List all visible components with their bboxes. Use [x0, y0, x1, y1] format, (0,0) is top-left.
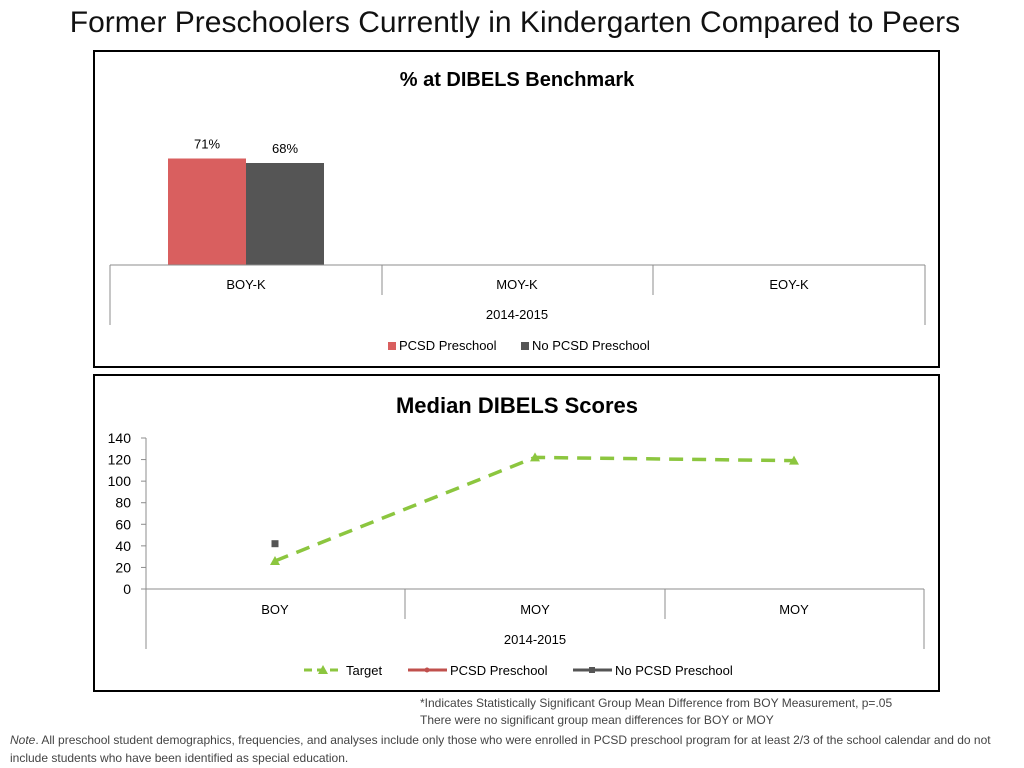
footnote-no-difference: There were no significant group mean dif… [420, 713, 774, 727]
target-series-line [274, 455, 795, 563]
bar-no-pcsd [246, 163, 324, 265]
benchmark-chart-title: % at DIBELS Benchmark [400, 69, 635, 91]
legend-marker-pcsd [424, 667, 430, 673]
median-scores-chart: Median DIBELS Scores 020406080100120140 … [108, 393, 925, 678]
x-tick-label: EOY-K [769, 277, 809, 292]
y-tick-label: 120 [108, 452, 132, 468]
legend-label: Target [346, 663, 383, 678]
bar-data-label: 68% [272, 141, 298, 156]
footnote-significance: *Indicates Statistically Significant Gro… [420, 696, 893, 710]
legend-swatch-no-pcsd [521, 342, 529, 350]
x-tick-label: MOY-K [496, 277, 538, 292]
slide-title: Former Preschoolers Currently in Kinderg… [69, 6, 961, 39]
note-body: . All preschool student demographics, fr… [10, 733, 991, 765]
x-group-label: 2014-2015 [486, 307, 548, 322]
x-tick-label: BOY [261, 602, 289, 617]
median-scores-panel: Median DIBELS Scores 0 20 40 60 80 100 120 140 … [93, 374, 940, 692]
note-text: Note. All preschool student demographics… [10, 731, 1020, 767]
x-group-label: 2014-2015 [504, 632, 566, 647]
y-tick-label: 80 [115, 495, 131, 511]
y-tick-label: 0 [123, 581, 131, 597]
legend-label: No PCSD Preschool [615, 663, 733, 678]
no-pcsd-point [271, 540, 279, 548]
legend-label: PCSD Preschool [450, 663, 548, 678]
benchmark-chart: % at DIBELS Benchmark 71% 68% BOY-K MOY-K… [109, 69, 926, 353]
target-point [530, 452, 540, 462]
y-tick-label: 100 [108, 473, 132, 489]
y-tick-label: 60 [115, 516, 131, 532]
y-tick-label: 40 [115, 538, 131, 554]
y-tick-label: 20 [115, 559, 131, 575]
legend-marker-no-pcsd [589, 667, 595, 673]
bar-data-label: 71% [194, 137, 220, 152]
x-tick-label: MOY [520, 602, 550, 617]
target-point [270, 555, 280, 565]
benchmark-chart-panel: % at DIBELS Benchmark 71% 68% BOY-K MOY-K… [93, 50, 940, 368]
note-label: Note [10, 733, 36, 747]
legend-label: No PCSD Preschool [532, 338, 650, 353]
legend-marker-target [318, 665, 328, 674]
y-tick-label: 140 [108, 430, 132, 446]
legend-swatch-pcsd [388, 342, 396, 350]
target-point [789, 455, 799, 465]
legend-label: PCSD Preschool [399, 338, 497, 353]
x-tick-label: BOY-K [226, 277, 266, 292]
bar-pcsd [168, 158, 246, 265]
median-scores-title: Median DIBELS Scores [396, 393, 638, 418]
x-tick-label: MOY [779, 602, 809, 617]
